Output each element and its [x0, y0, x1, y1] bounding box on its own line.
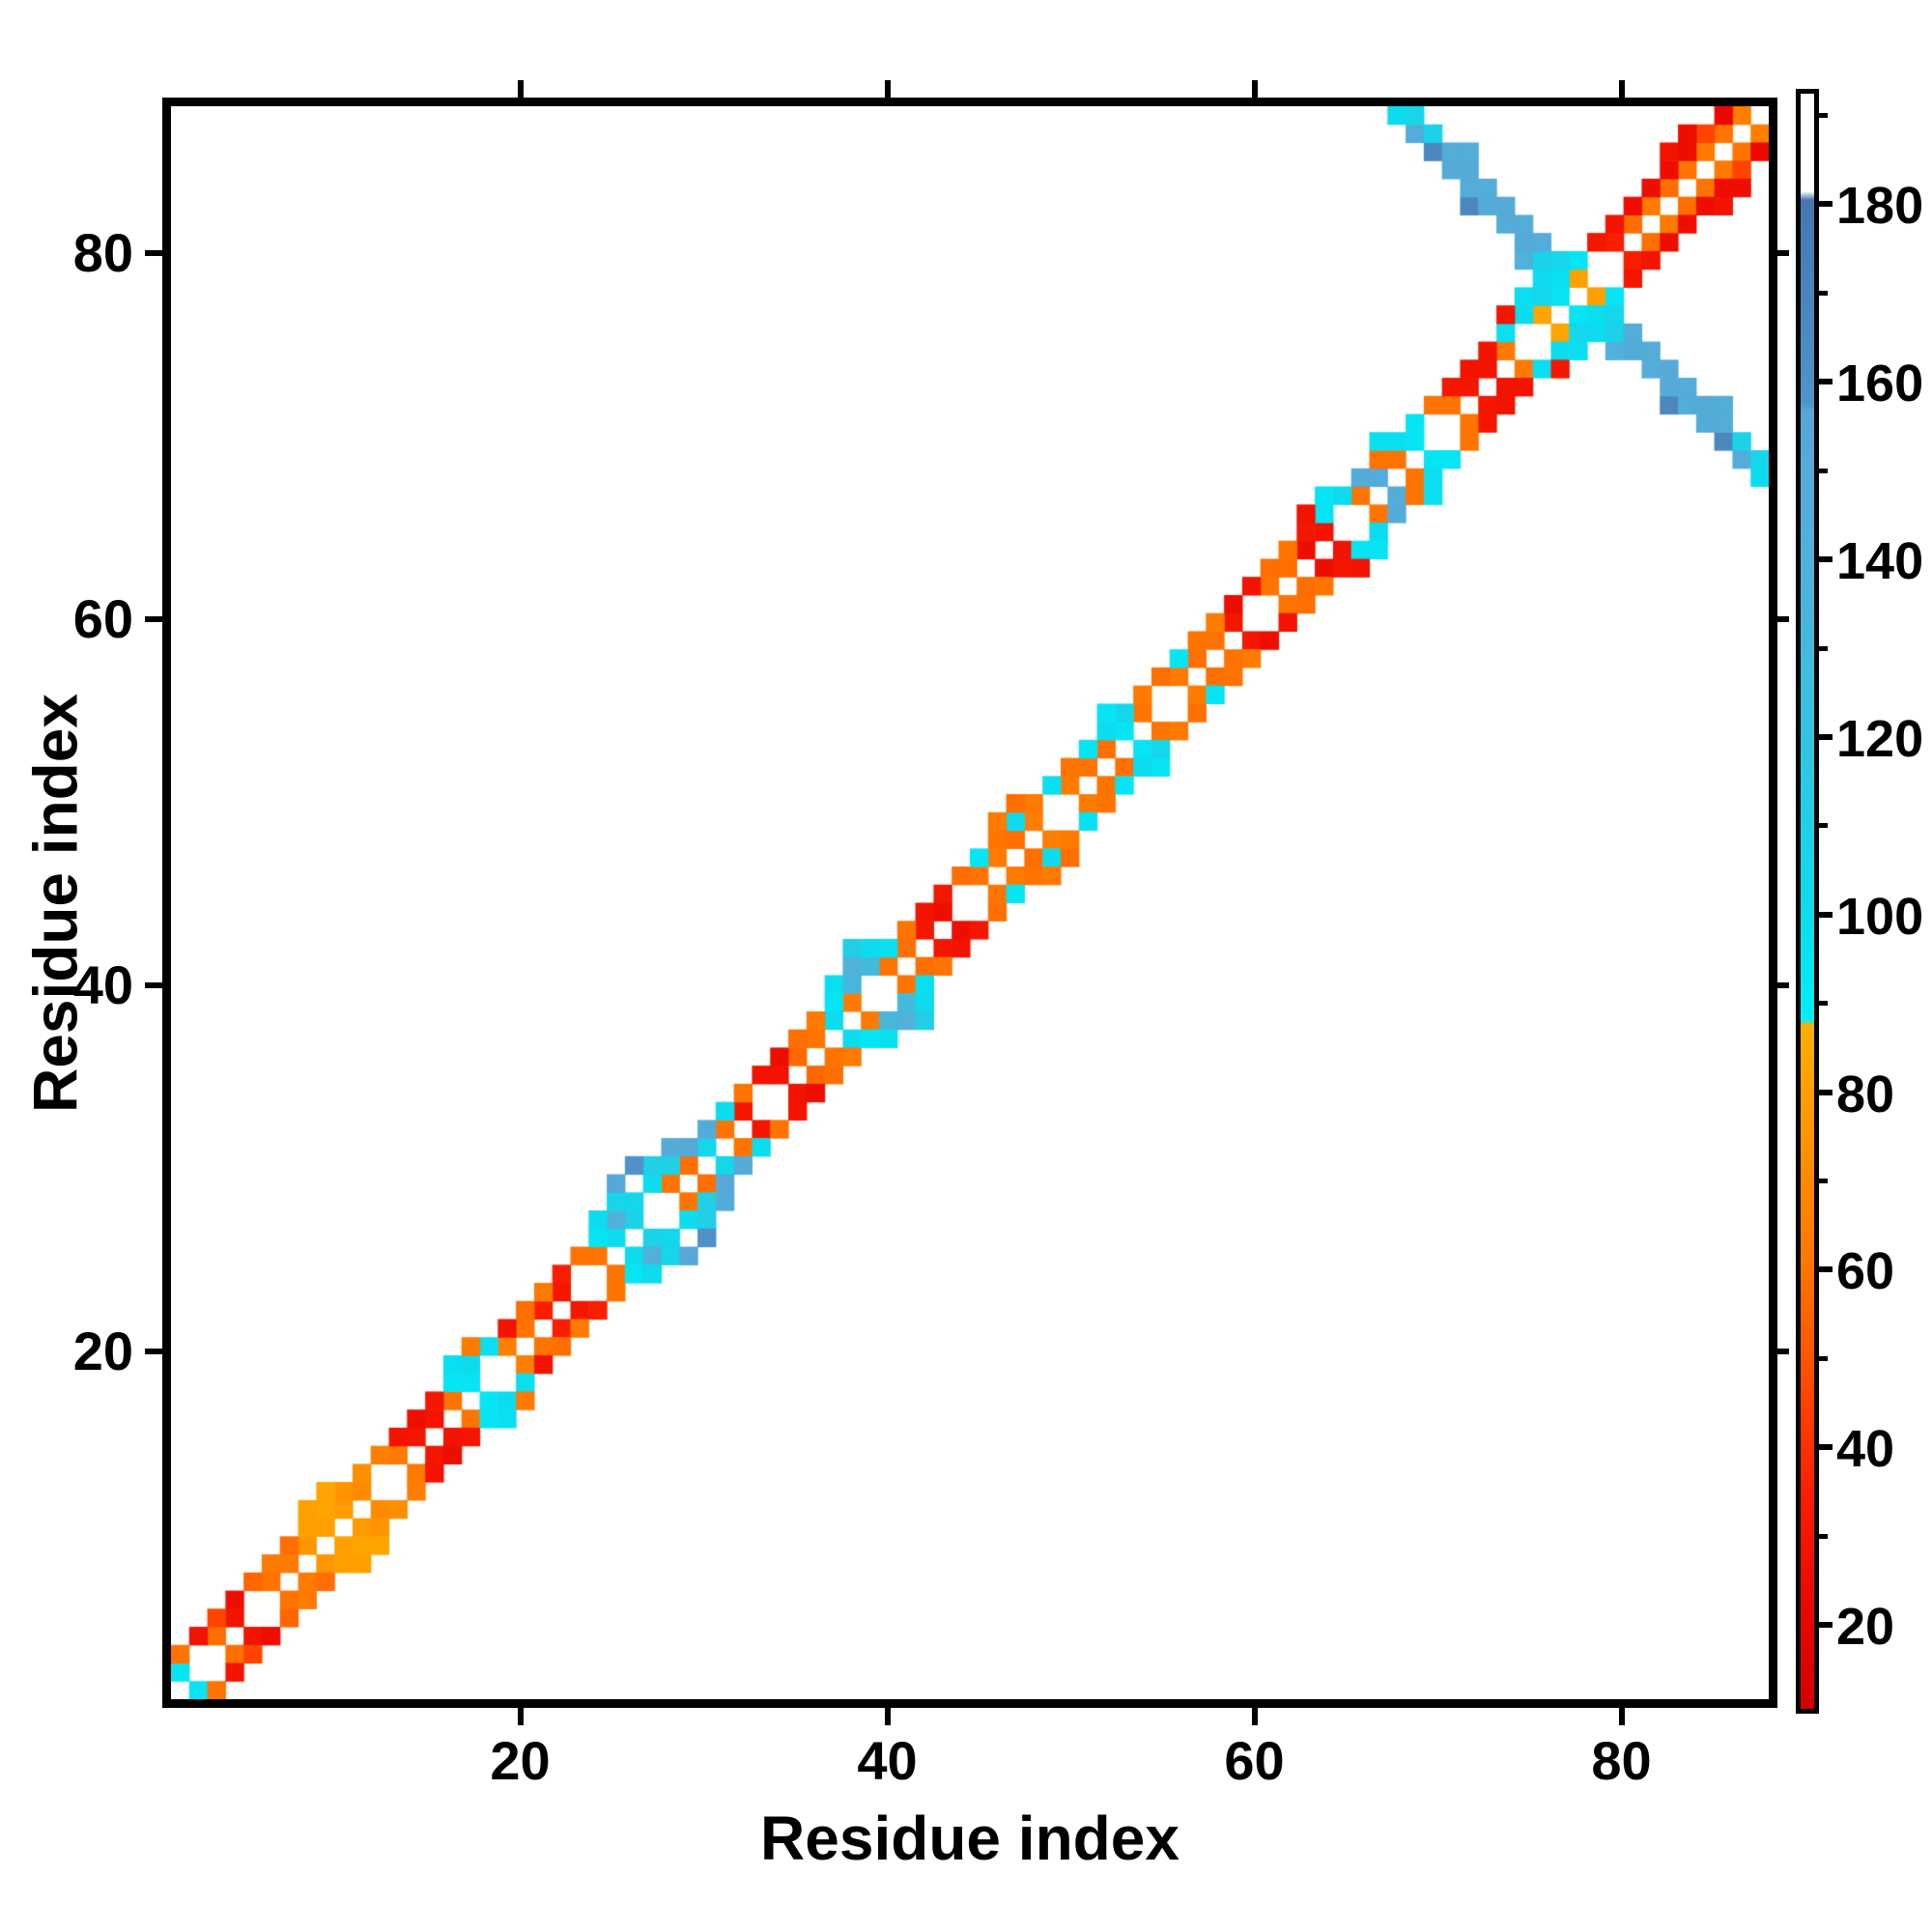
contact-map-canvas [171, 106, 1769, 1699]
colorbar-minor-tick [1819, 468, 1828, 473]
colorbar [1796, 89, 1819, 1714]
x-tick [517, 1708, 524, 1725]
colorbar-tick [1819, 1444, 1833, 1451]
x-tick [1618, 1708, 1625, 1725]
colorbar-minor-tick [1819, 645, 1828, 651]
colorbar-tick-label: 80 [1836, 1065, 1895, 1123]
colorbar-tick-label: 60 [1836, 1242, 1895, 1301]
x-tick-label: 40 [857, 1730, 918, 1791]
y-tick [145, 250, 162, 257]
x-tick [884, 1708, 891, 1725]
y-tick-right [1777, 1348, 1789, 1354]
y-tick-right [1777, 615, 1789, 622]
y-tick-label: 40 [72, 953, 133, 1015]
colorbar-tick-label: 180 [1836, 177, 1924, 236]
colorbar-minor-tick [1819, 1355, 1828, 1361]
y-axis-label: Residue index [20, 694, 91, 1113]
y-tick-label: 60 [72, 587, 133, 649]
x-tick-top [1251, 80, 1258, 98]
colorbar-tick-label: 120 [1836, 709, 1924, 768]
colorbar-tick [1819, 556, 1833, 563]
y-tick [145, 615, 162, 622]
y-tick-right [1777, 981, 1789, 988]
colorbar-tick [1819, 1622, 1833, 1629]
colorbar-tick [1819, 1089, 1833, 1095]
y-tick-label: 80 [72, 222, 133, 284]
colorbar-minor-tick [1819, 113, 1828, 119]
x-tick-label: 60 [1224, 1730, 1285, 1791]
colorbar-minor-tick [1819, 823, 1828, 829]
colorbar-tick-label: 140 [1836, 532, 1924, 591]
colorbar-tick [1819, 201, 1833, 208]
colorbar-minor-tick [1819, 1179, 1828, 1184]
x-tick-top [517, 80, 524, 98]
y-tick-label: 20 [72, 1320, 133, 1381]
colorbar-tick-label: 40 [1836, 1420, 1895, 1479]
colorbar-tick [1819, 911, 1833, 918]
y-tick-right [1777, 250, 1789, 257]
y-tick [145, 981, 162, 988]
contact-map-plot [162, 98, 1777, 1708]
colorbar-tick [1819, 733, 1833, 740]
x-tick-label: 80 [1591, 1730, 1652, 1791]
colorbar-tick [1819, 379, 1833, 385]
x-axis-label: Residue index [760, 1804, 1179, 1873]
x-tick-top [884, 80, 891, 98]
colorbar-tick-label: 100 [1836, 887, 1924, 946]
colorbar-tick-label: 160 [1836, 355, 1924, 413]
colorbar-gradient [1801, 94, 1814, 1709]
colorbar-minor-tick [1819, 1001, 1828, 1007]
colorbar-tick-label: 20 [1836, 1598, 1895, 1657]
x-tick-label: 20 [490, 1730, 551, 1791]
y-tick [145, 1348, 162, 1354]
x-tick-top [1618, 80, 1625, 98]
colorbar-minor-tick [1819, 1533, 1828, 1539]
x-tick [1251, 1708, 1258, 1725]
colorbar-minor-tick [1819, 290, 1828, 296]
colorbar-tick [1819, 1266, 1833, 1273]
